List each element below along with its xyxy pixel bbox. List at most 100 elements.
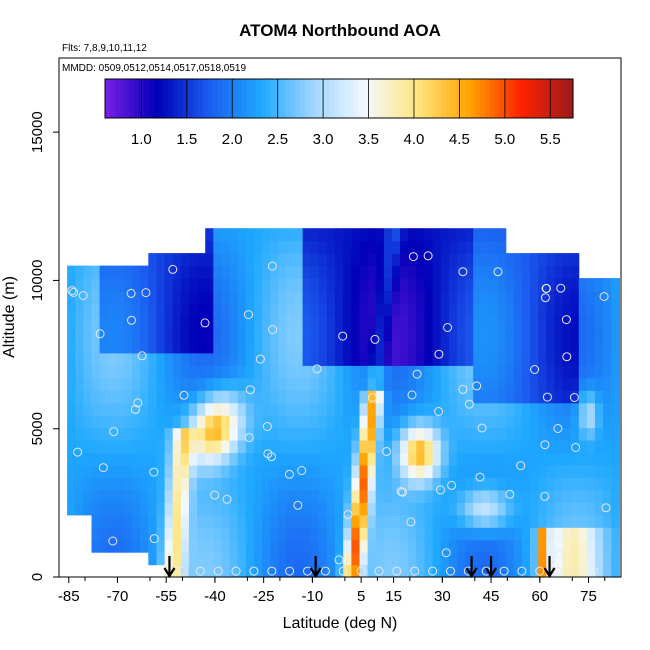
heatmap-cell xyxy=(278,402,287,416)
colorbar-swatch xyxy=(529,79,535,118)
heatmap-cell xyxy=(546,514,555,528)
heatmap-cell xyxy=(253,365,263,379)
heatmap-cell xyxy=(99,365,109,379)
heatmap-cell xyxy=(294,253,304,267)
heatmap-cell xyxy=(392,352,401,366)
sample-point xyxy=(126,288,136,298)
heatmap-cell xyxy=(237,440,247,454)
heatmap-cell xyxy=(383,489,393,503)
heatmap-cell xyxy=(538,290,547,304)
heatmap-cell xyxy=(440,278,450,292)
heatmap-cell xyxy=(359,340,369,354)
sample-point xyxy=(137,351,147,361)
heatmap-cell xyxy=(424,527,434,541)
heatmap-cell xyxy=(262,427,271,441)
heatmap-cell xyxy=(115,278,125,292)
heatmap-cell xyxy=(107,464,117,478)
heatmap-cell xyxy=(156,552,166,566)
heatmap-cell xyxy=(505,377,515,391)
colorbar-swatch xyxy=(368,79,374,118)
heatmap-cell xyxy=(383,552,393,566)
heatmap-cell xyxy=(473,303,482,317)
heatmap-cell xyxy=(327,228,336,242)
heatmap-cell xyxy=(408,514,417,528)
heatmap-cell xyxy=(521,327,531,341)
heatmap-cell xyxy=(245,377,255,391)
heatmap-cell xyxy=(164,514,174,528)
heatmap-cell xyxy=(448,452,458,466)
heatmap-cell xyxy=(83,464,93,478)
heatmap-cell xyxy=(473,440,482,454)
heatmap-cell xyxy=(327,340,336,354)
heatmap-cell xyxy=(99,539,109,553)
heatmap-cell xyxy=(456,402,466,416)
heatmap-cell xyxy=(180,440,190,454)
heatmap-cell xyxy=(140,477,149,491)
heatmap-cell xyxy=(408,464,417,478)
heatmap-cell xyxy=(213,265,222,279)
sample-point xyxy=(193,440,203,450)
heatmap-cell xyxy=(148,502,157,516)
colorbar-tick-label: 3.5 xyxy=(358,131,379,148)
heatmap-cell xyxy=(578,278,588,292)
heatmap-cell xyxy=(286,527,296,541)
heatmap-cell xyxy=(481,265,490,279)
heatmap-cell xyxy=(270,327,279,341)
heatmap-cell xyxy=(253,502,263,516)
heatmap-cell xyxy=(262,278,271,292)
heatmap-cell xyxy=(416,240,425,254)
heatmap-cell xyxy=(115,303,125,317)
heatmap-cell xyxy=(603,415,612,429)
heatmap-cell xyxy=(456,464,466,478)
sample-point xyxy=(127,315,136,325)
heatmap-cell xyxy=(245,340,255,354)
heatmap-cell xyxy=(213,402,222,416)
heatmap-cell xyxy=(546,253,555,267)
heatmap-cell xyxy=(148,552,157,566)
heatmap-cell xyxy=(424,415,434,429)
heatmap-cell xyxy=(367,402,377,416)
colorbar-swatch xyxy=(387,79,394,118)
heatmap-cell xyxy=(530,327,539,341)
heatmap-cell xyxy=(424,502,434,516)
heatmap-cell xyxy=(67,315,76,329)
heatmap-cell xyxy=(400,514,409,528)
heatmap-cell xyxy=(188,265,198,279)
colorbar-swatch xyxy=(319,79,325,118)
heatmap-cell xyxy=(489,402,499,416)
heatmap-cell xyxy=(513,390,523,404)
heatmap-cell xyxy=(473,477,482,491)
sample-point xyxy=(69,287,79,297)
heatmap-cell xyxy=(213,539,222,553)
heatmap-cell xyxy=(302,315,312,329)
heatmap-cell xyxy=(505,415,515,429)
heatmap-cell xyxy=(611,502,620,516)
heatmap-cell xyxy=(156,327,166,341)
heatmap-cell xyxy=(213,340,222,354)
heatmap-cell xyxy=(83,315,93,329)
sample-point xyxy=(370,334,380,344)
colorbar-swatch xyxy=(519,79,525,118)
heatmap-cell xyxy=(513,452,523,466)
heatmap-cell xyxy=(611,352,620,366)
heatmap-cell xyxy=(294,452,304,466)
heatmap-cell xyxy=(124,539,133,553)
heatmap-cell xyxy=(99,303,109,317)
heatmap-cell xyxy=(83,290,93,304)
heatmap-cell xyxy=(546,265,555,279)
heatmap-cell xyxy=(164,440,174,454)
colorbar-swatch xyxy=(158,79,165,118)
heatmap-cell xyxy=(75,502,84,516)
heatmap-cell xyxy=(83,489,93,503)
heatmap-cell xyxy=(513,377,523,391)
heatmap-cell xyxy=(465,539,474,553)
heatmap-cell xyxy=(132,427,141,441)
heatmap-cell xyxy=(546,377,555,391)
colorbar-swatch xyxy=(475,79,481,118)
heatmap-cell xyxy=(416,377,425,391)
heatmap-cell xyxy=(359,402,369,416)
heatmap-cell xyxy=(91,539,101,553)
heatmap-cell xyxy=(473,539,482,553)
heatmap-cell xyxy=(172,315,182,329)
heatmap-cell xyxy=(400,527,409,541)
